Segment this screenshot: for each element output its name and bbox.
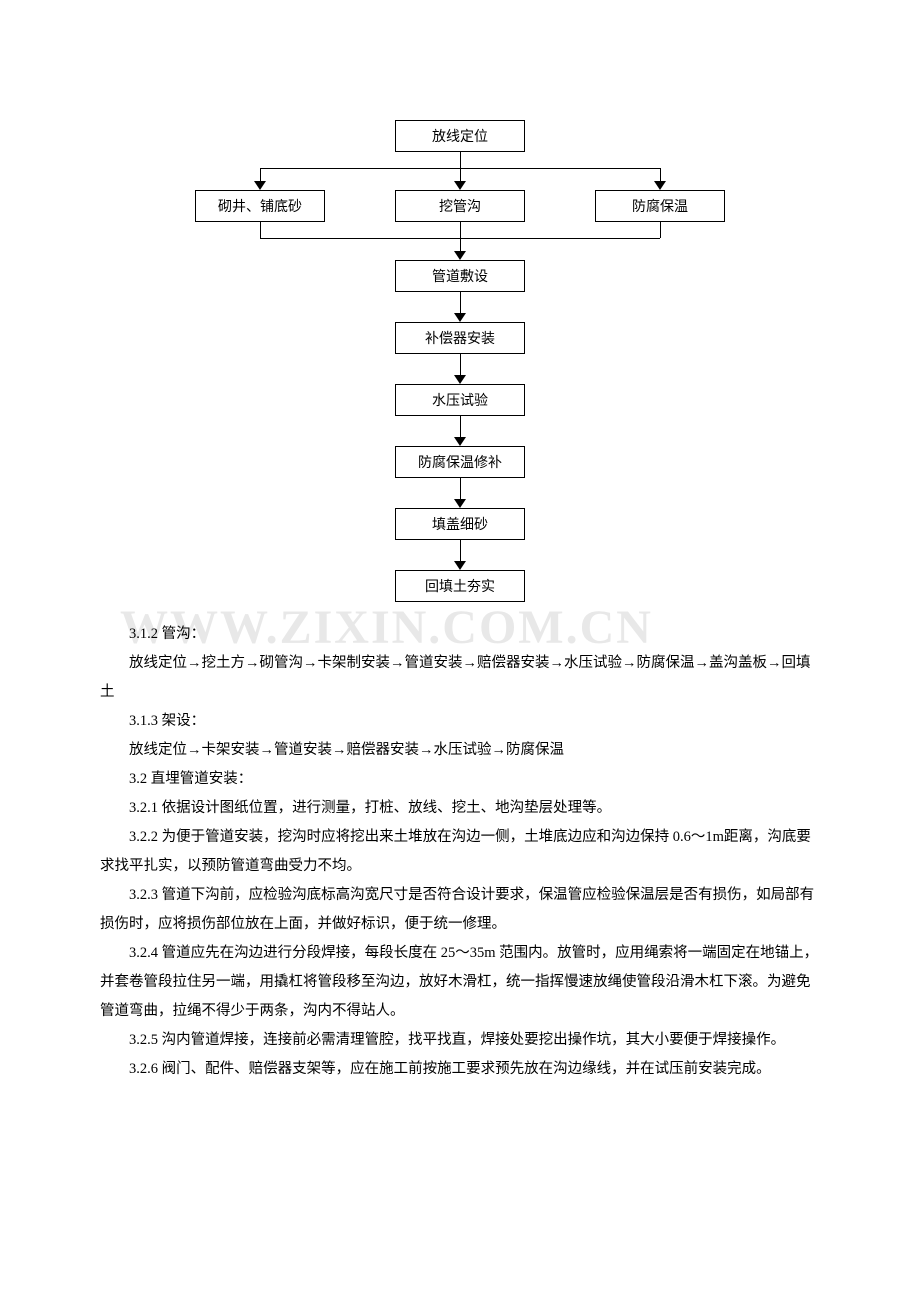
flowchart-arrow-stem [460, 354, 461, 375]
flowchart-node: 回填土夯实 [395, 570, 525, 602]
flowchart-node: 放线定位 [395, 120, 525, 152]
document-body: 3.1.2 管沟： 放线定位→挖土方→砌管沟→卡架制安装→管道安装→赔偿器安装→… [100, 620, 820, 1084]
flowchart-arrow-stem [460, 416, 461, 437]
flowchart-node: 补偿器安装 [395, 322, 525, 354]
flowchart-node: 挖管沟 [395, 190, 525, 222]
flowchart-arrow-head [454, 251, 466, 260]
flowchart-node: 管道敷设 [395, 260, 525, 292]
flowchart-arrow-head [654, 181, 666, 190]
document-page: 放线定位砌井、铺底砂 挖管沟 防腐保温管道敷设补偿器安装水压试验防腐保温修补填盖细砂… [0, 0, 920, 1302]
paragraph-3-1-2-content: 放线定位→挖土方→砌管沟→卡架制安装→管道安装→赔偿器安装→水压试验→防腐保温→… [100, 649, 820, 707]
flowchart-arrow-stem [660, 168, 661, 181]
flowchart-arrow-head [254, 181, 266, 190]
flowchart-node: 填盖细砂 [395, 508, 525, 540]
paragraph-3-1-2-heading: 3.1.2 管沟： [100, 620, 820, 649]
paragraph-3-2-4: 3.2.4 管道应先在沟边进行分段焊接，每段长度在 25～35m 范围内。放管时… [100, 939, 820, 1026]
paragraph-3-2-2: 3.2.2 为便于管道安装，挖沟时应将挖出来土堆放在沟边一侧，土堆底边应和沟边保… [100, 823, 820, 881]
flowchart-node: 防腐保温修补 [395, 446, 525, 478]
flowchart-arrow-head [454, 375, 466, 384]
line-wrap: 放线定位→挖土方→砌管沟→卡架制安装→管道安装→赔偿器安装→水压试验→防腐保温→… [100, 655, 811, 700]
paragraph-3-2-5: 3.2.5 沟内管道焊接，连接前必需清理管腔，找平找直，焊接处要挖出操作坑，其大… [100, 1026, 820, 1055]
flowchart-node: 防腐保温 [595, 190, 725, 222]
paragraph-3-1-3-heading: 3.1.3 架设： [100, 707, 820, 736]
flowchart-arrow-stem [260, 168, 261, 181]
flowchart-arrow-head [454, 313, 466, 322]
flowchart-node: 水压试验 [395, 384, 525, 416]
flowchart-arrow-head [454, 437, 466, 446]
flowchart-arrow-head [454, 499, 466, 508]
flowchart-node: 砌井、铺底砂 [195, 190, 325, 222]
flowchart-arrow-stem [460, 540, 461, 561]
paragraph-3-2-6: 3.2.6 阀门、配件、赔偿器支架等，应在施工前按施工要求预先放在沟边缘线，并在… [100, 1055, 820, 1084]
flowchart-arrow-stem [460, 222, 461, 251]
flowchart-arrow-head [454, 561, 466, 570]
flowchart-arrow-stem [460, 152, 461, 181]
flowchart-arrow-stem [460, 292, 461, 313]
flowchart-arrow-head [454, 181, 466, 190]
flowchart-arrow-stem [460, 478, 461, 499]
process-flowchart: 放线定位砌井、铺底砂 挖管沟 防腐保温管道敷设补偿器安装水压试验防腐保温修补填盖细砂… [100, 120, 820, 600]
paragraph-3-2-heading: 3.2 直埋管道安装： [100, 765, 820, 794]
paragraph-3-2-3: 3.2.3 管道下沟前，应检验沟底标高沟宽尺寸是否符合设计要求，保温管应检验保温… [100, 881, 820, 939]
paragraph-3-1-3-content: 放线定位→卡架安装→管道安装→赔偿器安装→水压试验→防腐保温 [100, 736, 820, 765]
paragraph-3-2-1: 3.2.1 依据设计图纸位置，进行测量，打桩、放线、挖土、地沟垫层处理等。 [100, 794, 820, 823]
flowchart-vline [260, 222, 261, 238]
flowchart-vline [660, 222, 661, 238]
